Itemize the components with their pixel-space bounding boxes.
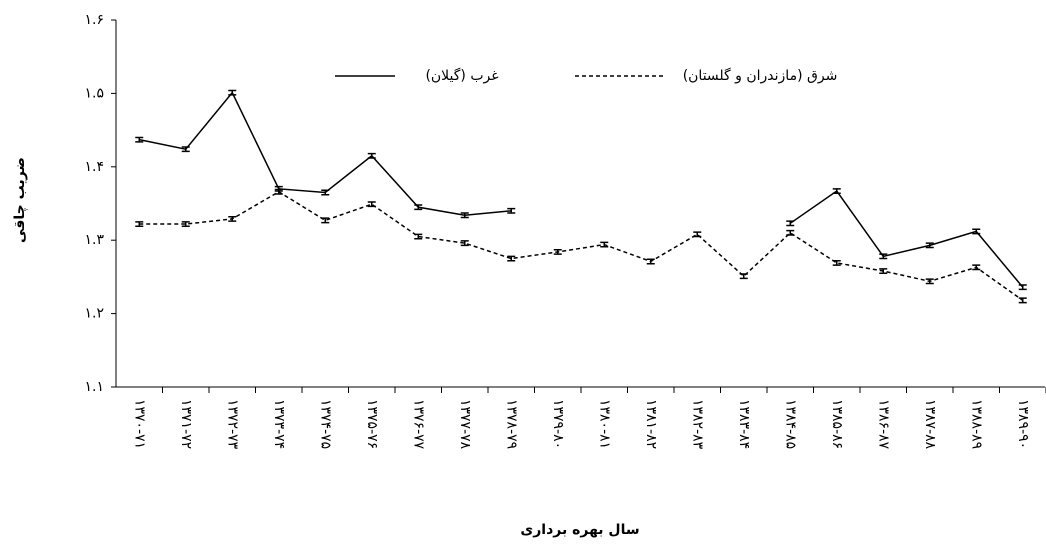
error-bar xyxy=(367,201,376,208)
x-tick-label: ۱۳۸۷-۸۸ xyxy=(922,399,938,450)
legend-label: غرب (گیلان) xyxy=(425,67,498,84)
error-bar xyxy=(832,188,841,194)
x-tick-label: ۱۳۷۱-۷۲ xyxy=(178,399,194,449)
error-bar xyxy=(367,152,376,159)
error-bar xyxy=(460,240,469,247)
error-bar xyxy=(414,204,423,211)
error-bar xyxy=(832,260,841,266)
x-tick-label: ۱۳۷۷-۷۸ xyxy=(457,399,473,450)
error-bar xyxy=(135,221,144,228)
error-bar xyxy=(1018,284,1027,291)
x-tick-label: ۱۳۸۳-۸۴ xyxy=(736,399,752,449)
series-line xyxy=(139,190,1024,301)
error-bar xyxy=(879,253,888,260)
error-bar xyxy=(181,146,190,153)
x-tick-label: ۱۳۷۹-۸۰ xyxy=(550,399,566,449)
y-axis-title: ضریب چاقی xyxy=(12,157,28,243)
error-bar xyxy=(972,228,981,235)
x-tick-label: ۱۳۷۵-۷۶ xyxy=(364,399,380,449)
error-bar xyxy=(925,278,934,285)
x-tick-label: ۱۳۷۴-۷۵ xyxy=(317,399,333,449)
x-tick-label: ۱۳۸۰-۸۱ xyxy=(596,399,612,449)
error-bar xyxy=(321,189,330,196)
x-tick-label: ۱۳۸۹-۹۰ xyxy=(1015,399,1031,449)
error-bar xyxy=(972,264,981,271)
x-axis-title: سال بهره برداری xyxy=(520,522,639,538)
error-bar xyxy=(181,221,190,228)
error-bar xyxy=(135,136,144,143)
error-bar xyxy=(693,231,702,238)
error-bar xyxy=(274,188,283,195)
error-bar xyxy=(1018,297,1027,304)
y-tick-label: ۱.۶ xyxy=(85,12,105,28)
x-tick-label: ۱۳۸۱-۸۲ xyxy=(643,399,659,449)
y-tick-label: ۱.۱ xyxy=(85,379,105,395)
error-bar xyxy=(228,89,237,96)
x-tick-label: ۱۳۷۳-۷۴ xyxy=(271,399,287,449)
x-tick-label: ۱۳۷۰-۷۱ xyxy=(131,399,147,449)
error-bar xyxy=(414,233,423,240)
y-tick-label: ۱.۲ xyxy=(85,306,105,322)
error-bar xyxy=(786,229,795,236)
error-bar xyxy=(925,242,934,249)
legend-label: شرق (مازندران و گلستان) xyxy=(683,67,838,84)
x-tick-label: ۱۳۷۸-۷۹ xyxy=(503,399,519,449)
error-bar xyxy=(507,207,516,214)
error-bar xyxy=(646,258,655,265)
error-bar xyxy=(321,217,330,224)
error-bar xyxy=(786,220,795,227)
x-tick-label: ۱۳۷۲-۷۳ xyxy=(224,399,240,450)
x-tick-label: ۱۳۸۸-۸۹ xyxy=(968,399,984,449)
y-tick-label: ۱.۴ xyxy=(85,159,105,175)
y-tick-label: ۱.۵ xyxy=(85,85,105,101)
error-bar xyxy=(507,255,516,262)
error-bar xyxy=(460,212,469,219)
error-bar xyxy=(600,241,609,248)
x-tick-label: ۱۳۸۲-۸۳ xyxy=(689,399,705,450)
x-tick-label: ۱۳۷۶-۷۷ xyxy=(410,399,426,450)
error-bar xyxy=(553,248,562,255)
error-bar xyxy=(879,268,888,274)
error-bar xyxy=(228,215,237,222)
y-tick-label: ۱.۳ xyxy=(85,232,105,248)
series-line xyxy=(139,91,1024,288)
x-tick-label: ۱۳۸۴-۸۵ xyxy=(782,399,798,449)
x-tick-label: ۱۳۸۶-۸۷ xyxy=(875,399,891,450)
error-bar xyxy=(739,273,748,280)
x-tick-label: ۱۳۸۵-۸۶ xyxy=(829,399,845,449)
